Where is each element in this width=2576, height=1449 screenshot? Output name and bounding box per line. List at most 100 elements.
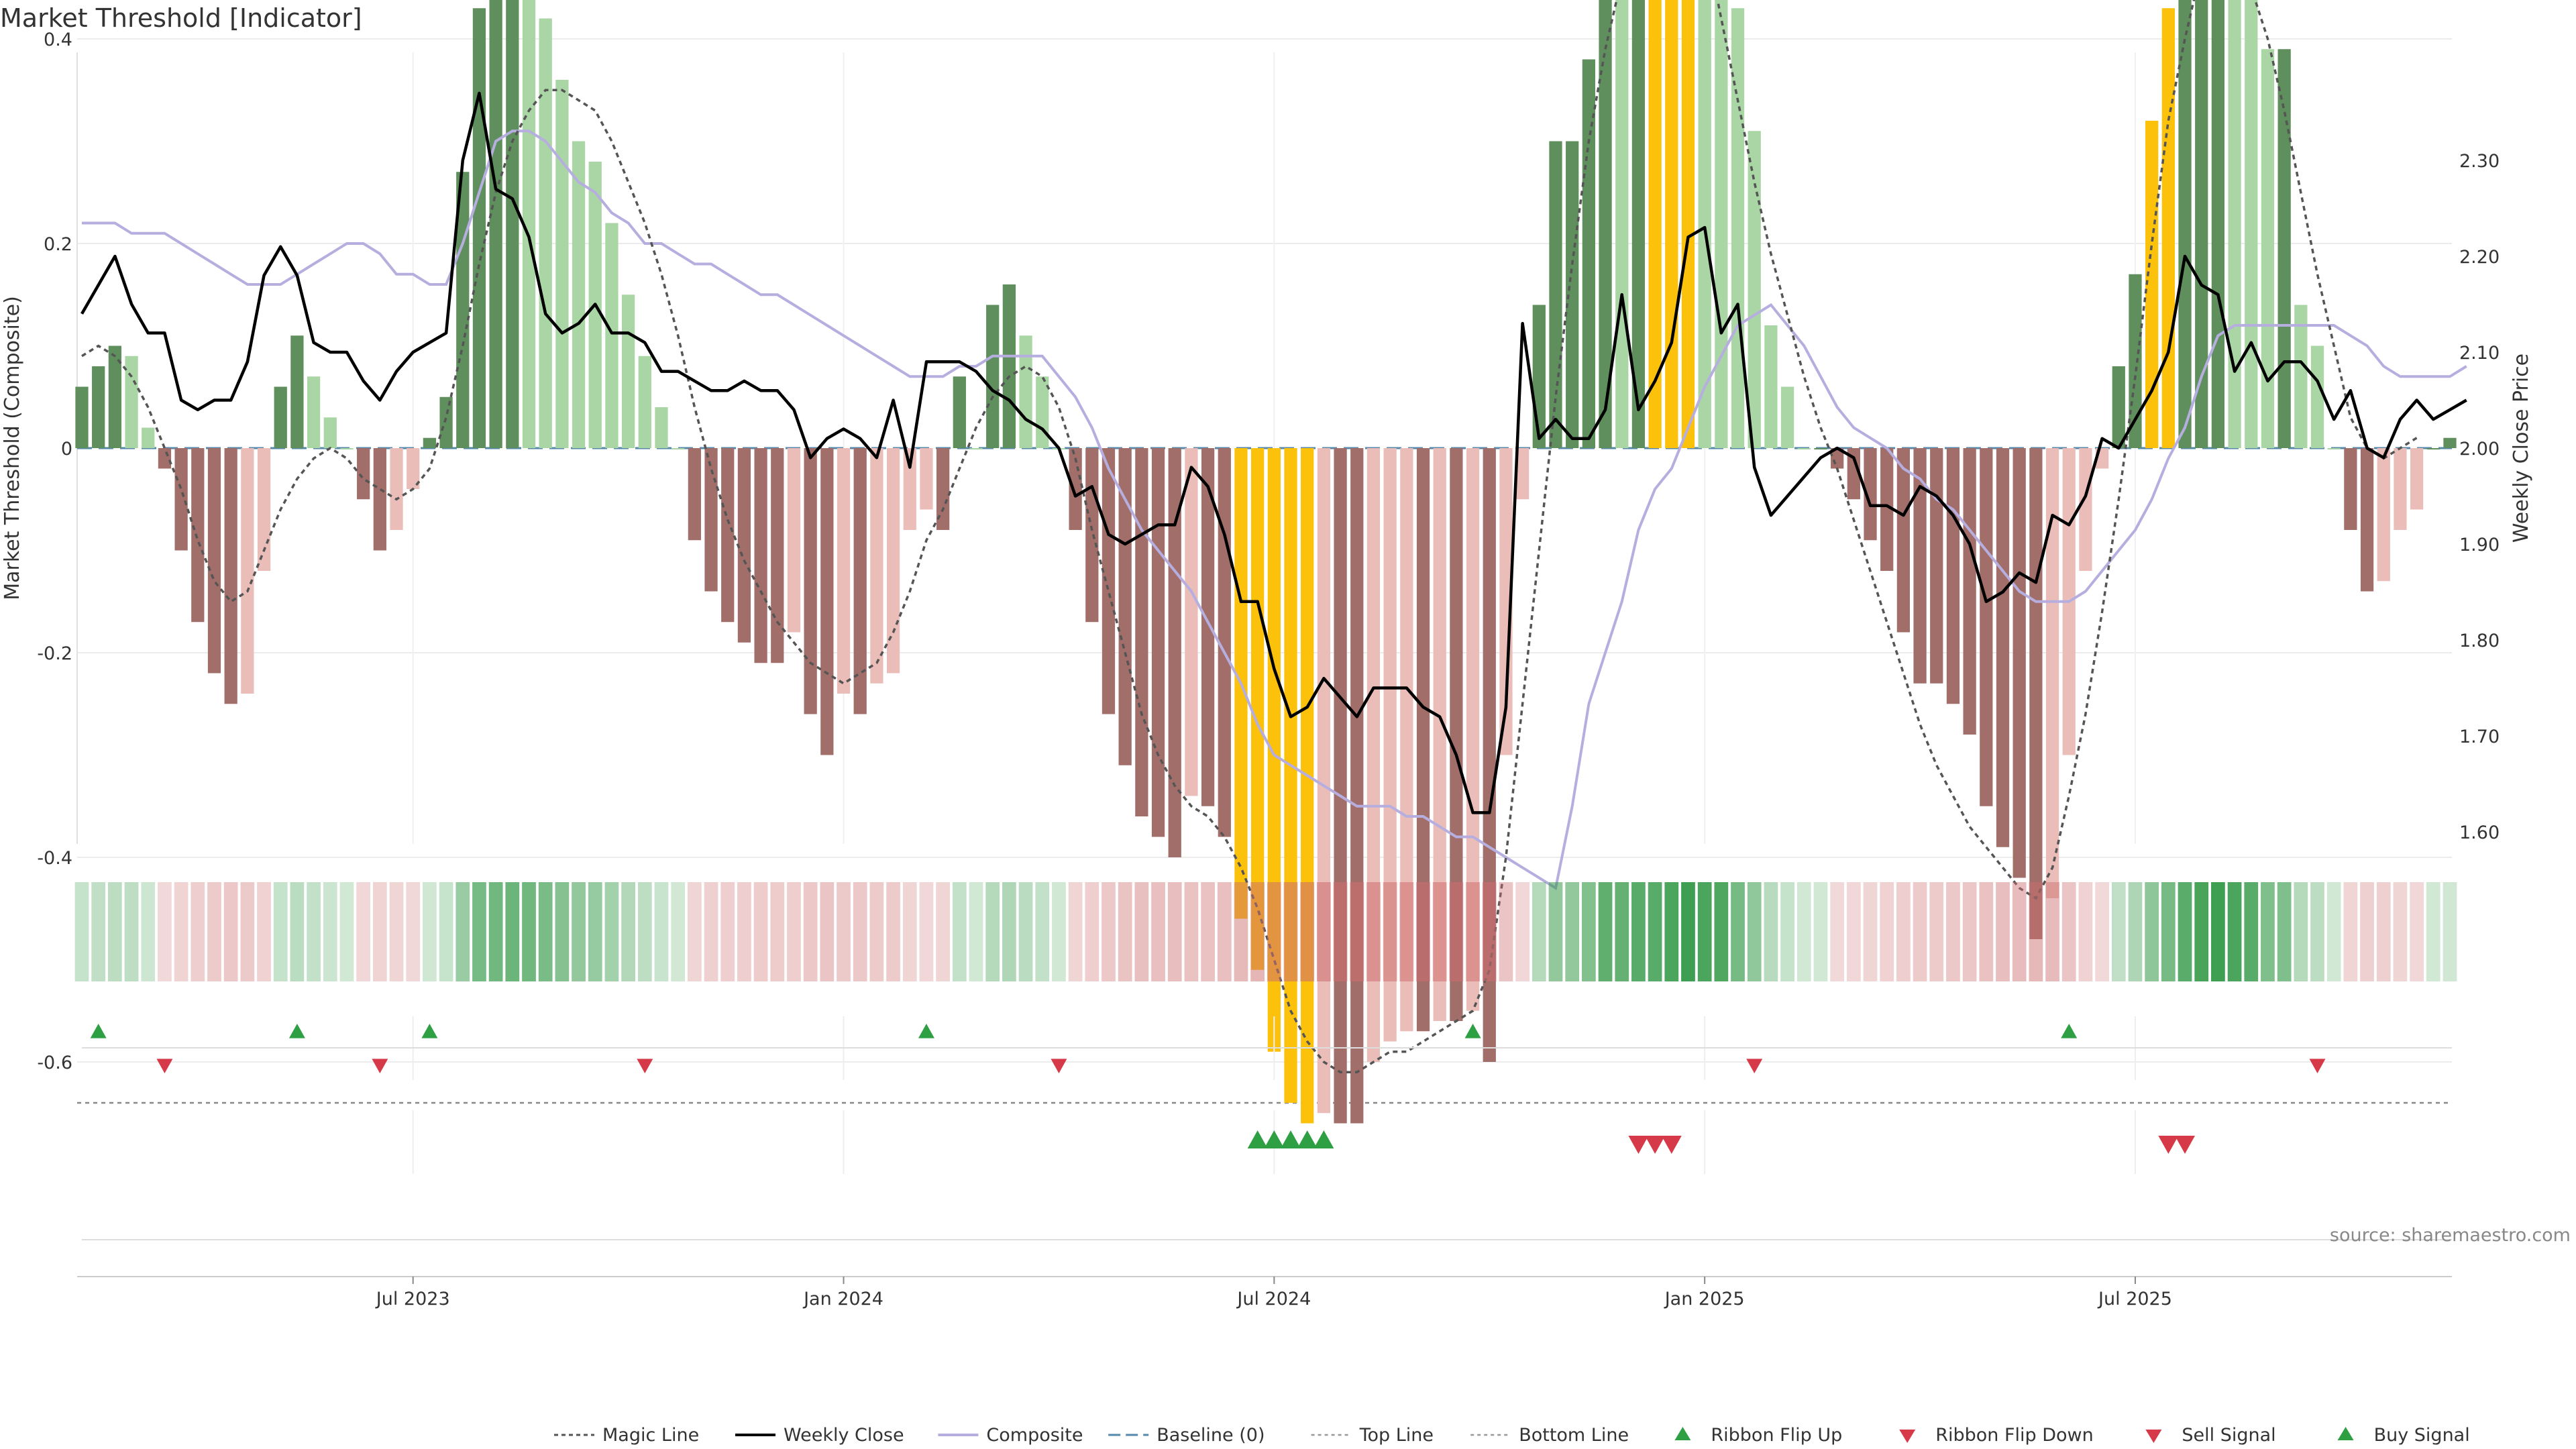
ribbon-cell (1217, 882, 1232, 981)
ribbon-cell (919, 882, 934, 981)
ribbon-cell (985, 882, 1000, 981)
ribbon-cell (952, 882, 967, 981)
ribbon-cell (803, 882, 818, 981)
legend-swatch (2337, 1427, 2354, 1440)
ribbon-cell (555, 882, 570, 981)
ribbon-cell (108, 882, 122, 981)
composite-bar (1532, 305, 1546, 448)
ribbon-cell (141, 882, 156, 981)
ribbon-cell (1996, 882, 2010, 981)
composite-bar (886, 448, 900, 674)
ribbon-cell (1250, 882, 1265, 981)
composite-bar (2112, 366, 2125, 448)
composite-bar (357, 448, 370, 500)
composite-bar (456, 172, 470, 448)
left-axis-label: Market Threshold (Composite) (1, 296, 24, 600)
composite-bar (423, 437, 437, 448)
composite-bar (737, 448, 751, 643)
composite-bar (158, 448, 172, 469)
composite-bar (1151, 448, 1165, 837)
ribbon-cell (439, 882, 453, 981)
composite-bar (704, 448, 718, 592)
composite-bar (953, 376, 966, 448)
left-tick-label: 0 (61, 439, 72, 460)
ribbon-cell (1880, 882, 1894, 981)
ribbon-flip-up-marker (288, 1024, 305, 1038)
composite-bar (522, 0, 536, 448)
composite-bar (787, 448, 801, 633)
ribbon-cell (1416, 882, 1430, 981)
ribbon-cell (257, 882, 271, 981)
composite-bar (870, 448, 883, 684)
composite-bar (1019, 335, 1032, 448)
ribbon-flip-up-marker (1464, 1024, 1481, 1038)
ribbon-cell (74, 882, 89, 981)
ribbon-cell (1813, 882, 1828, 981)
composite-bar (307, 376, 321, 448)
ribbon-flip-panel (82, 1016, 2452, 1080)
ribbon-cell (1018, 882, 1033, 981)
ribbon-cell (588, 882, 602, 981)
ribbon-cell (124, 882, 139, 981)
ribbon-cell (2227, 882, 2242, 981)
composite-bar (1301, 448, 1314, 1124)
composite-bar (721, 448, 735, 623)
composite-bar (655, 407, 668, 448)
composite-bar (754, 448, 767, 663)
ribbon-cell (307, 882, 321, 981)
composite-bar (853, 448, 867, 714)
composite-bar (1168, 448, 1181, 857)
composite-bar (1797, 448, 1811, 449)
composite-bar (2294, 305, 2308, 448)
composite-bar (1896, 448, 1911, 633)
ribbon-cell (654, 882, 669, 981)
ribbon-cell (1697, 882, 1712, 981)
ribbon-cell (455, 882, 470, 981)
ribbon-cell (1664, 882, 1679, 981)
ribbon-cell (323, 882, 337, 981)
ribbon-cell (1581, 882, 1596, 981)
right-tick-label: 1.60 (2459, 822, 2500, 843)
composite-bar (1648, 0, 1662, 448)
right-axis-ticks: 2.30 2.20 2.10 2.00 1.90 1.80 1.70 1.60 (2459, 151, 2500, 843)
composite-bar (2410, 448, 2424, 510)
ribbon-cell (720, 882, 735, 981)
composite-bar (1135, 448, 1148, 816)
ribbon-flip-down-marker (372, 1059, 388, 1073)
ribbon-cell (2244, 882, 2259, 981)
ribbon-cell (853, 882, 867, 981)
ribbon-cell (1317, 882, 1331, 981)
left-axis-ticks: 0.60.40.20-0.2-0.4-0.6 (37, 30, 72, 1073)
ribbon-cell (2161, 882, 2176, 981)
buy-signal-marker (1247, 1130, 1268, 1148)
composite-bar (621, 294, 635, 448)
ribbon-cell (2326, 882, 2341, 981)
right-tick-label: 1.90 (2459, 535, 2500, 555)
legend-label: Baseline (0) (1157, 1425, 1265, 1446)
composite-bar (2161, 8, 2175, 448)
ribbon-cell (1499, 882, 1513, 981)
composite-line (82, 129, 2467, 891)
ribbon-cell (902, 882, 917, 981)
ribbon-cell (1201, 882, 1215, 981)
composite-bar (2327, 448, 2341, 449)
ribbon-cell (2376, 882, 2391, 981)
ribbon-cell (158, 882, 172, 981)
composite-bar (2360, 448, 2374, 592)
ribbon-cell (174, 882, 189, 981)
composite-bar (2195, 0, 2208, 448)
x-tick-label: Jan 2024 (802, 1289, 883, 1309)
ribbon-cell (207, 882, 221, 981)
composite-bar (2394, 448, 2407, 530)
x-axis: Jul 2023 Jan 2024 Jul 2024 Jan 2025 Jul 2025 (77, 1276, 2452, 1309)
ribbon-cell (2012, 882, 2027, 981)
composite-bar (224, 448, 237, 704)
composite-bar (1102, 448, 1116, 714)
ribbon-cell (389, 882, 404, 981)
ribbon-cell (2111, 882, 2126, 981)
series-lines (80, 0, 2467, 1074)
ribbon-cell (273, 882, 288, 981)
legend-swatch (1899, 1430, 1916, 1443)
composite-bar (1963, 448, 1976, 735)
